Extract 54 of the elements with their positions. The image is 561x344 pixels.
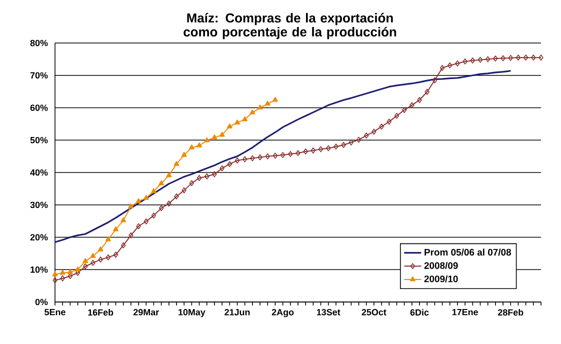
y-tick-label: 50% <box>30 136 48 144</box>
point <box>181 152 187 157</box>
point <box>264 100 270 106</box>
point <box>158 180 164 186</box>
x-tick-label: 5Ene <box>44 309 66 316</box>
point <box>204 137 210 142</box>
x-tick-label: 28Feb <box>498 309 524 316</box>
x-tick-label: 6Dic <box>410 309 429 316</box>
x-tick-label: 16Feb <box>88 309 114 316</box>
point <box>166 172 172 178</box>
chart-title: Maíz: Compras de la exportación como porcentaje de la producción <box>184 12 396 40</box>
point <box>272 96 278 102</box>
x-tick-label: 25Oct <box>362 309 386 316</box>
point <box>113 226 118 232</box>
point <box>98 246 104 252</box>
y-tick-label: 70% <box>30 72 48 79</box>
x-tick-label: 29Mar <box>133 309 159 316</box>
y-tick-label: 60% <box>30 104 48 111</box>
y-tick-label: 10% <box>30 266 48 273</box>
point <box>128 203 134 208</box>
point <box>136 198 142 204</box>
point <box>196 142 202 148</box>
x-tick-label: 17Ene <box>452 309 478 316</box>
point <box>234 120 240 124</box>
x-tick-label: 2Ago <box>272 309 294 318</box>
x-tick-label: 10May <box>178 309 206 318</box>
legend-label: Prom 05/06 al 07/08 <box>424 248 512 256</box>
x-tick-label: 21Jun <box>224 309 250 316</box>
point <box>82 258 88 264</box>
point <box>212 134 218 140</box>
point <box>105 236 111 242</box>
y-tick-label: 20% <box>30 234 48 240</box>
y-tick-label: 80% <box>30 40 48 46</box>
point <box>250 110 256 114</box>
point <box>60 270 66 275</box>
point <box>174 160 180 166</box>
point <box>150 188 156 194</box>
x-tick-label: 13Set <box>316 309 340 316</box>
point <box>67 269 73 274</box>
point <box>188 144 194 150</box>
point <box>90 252 96 258</box>
point <box>242 116 248 122</box>
legend-label: 2008/09 <box>424 262 458 270</box>
point <box>257 104 263 110</box>
point <box>75 266 81 272</box>
y-tick-label: 0% <box>35 298 48 306</box>
y-tick-label: 40% <box>30 169 48 176</box>
point <box>226 123 232 128</box>
legend-label: 2009/10 <box>424 275 458 282</box>
point <box>120 217 126 222</box>
y-tick-label: 30% <box>30 202 48 208</box>
point <box>219 132 225 137</box>
point <box>52 271 58 276</box>
point <box>143 194 149 200</box>
